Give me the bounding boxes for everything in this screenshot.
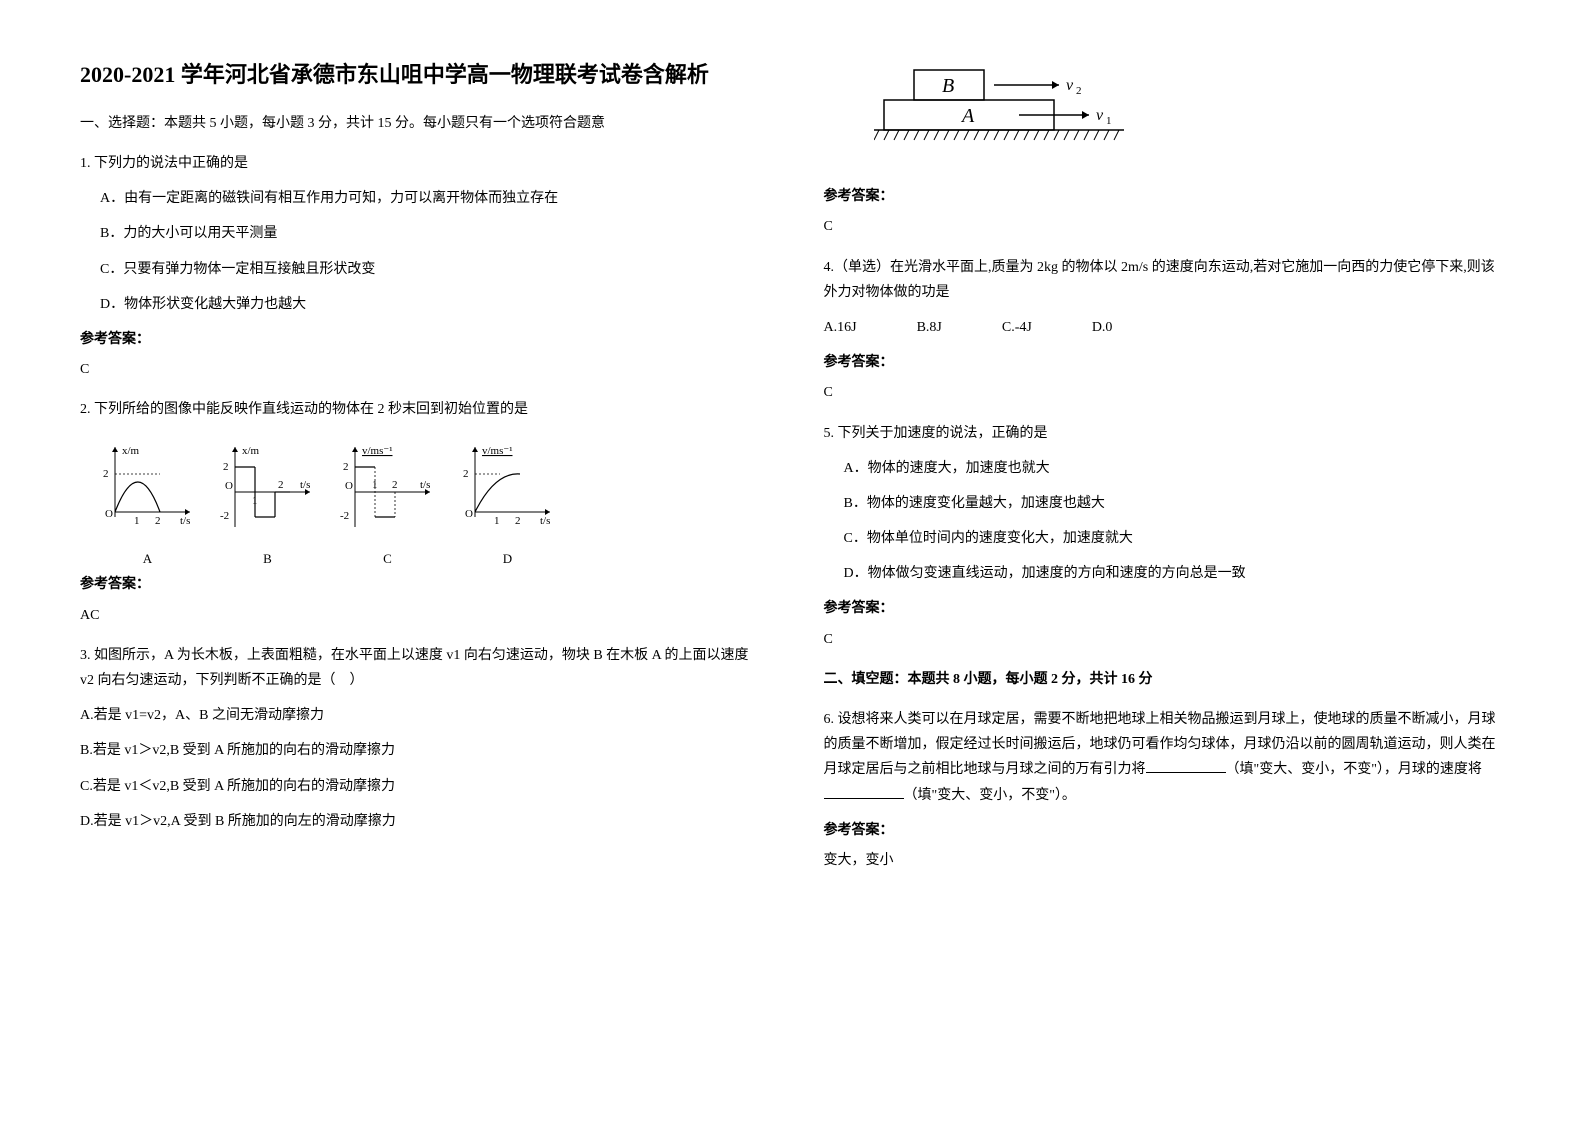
svg-text:v: v: [1096, 107, 1104, 124]
q5-answer-label: 参考答案：: [824, 596, 1508, 621]
q6-answer: 变大，变小: [824, 848, 1508, 873]
q5-option-b: B．物体的速度变化量越大，加速度也越大: [824, 491, 1508, 516]
svg-text:O: O: [465, 508, 473, 520]
svg-text:O: O: [105, 508, 113, 520]
q1-text: 1. 下列力的说法中正确的是: [80, 151, 764, 176]
svg-text:1: 1: [134, 515, 140, 527]
svg-text:2: 2: [103, 468, 109, 480]
q4-options: A.16J B.8J C.-4J D.0: [824, 315, 1508, 340]
svg-text:A: A: [960, 105, 975, 127]
svg-text:B: B: [942, 75, 954, 97]
q4-answer-label: 参考答案：: [824, 350, 1508, 375]
svg-text:t/s: t/s: [540, 515, 550, 527]
q5-option-a: A．物体的速度大，加速度也就大: [824, 456, 1508, 481]
graph-b: x/m t/s O 2 -2 1 2 B: [220, 442, 315, 552]
q3-option-a: A.若是 v1=v2，A、B 之间无滑动摩擦力: [80, 703, 764, 728]
left-column: 2020-2021 学年河北省承德市东山咀中学高一物理联考试卷含解析 一、选择题…: [80, 60, 764, 888]
svg-text:2: 2: [278, 479, 284, 491]
q2-graphs: x/m t/s O 2 1 2 A: [100, 442, 764, 552]
q4-option-b: B.8J: [917, 315, 942, 340]
exam-title: 2020-2021 学年河北省承德市东山咀中学高一物理联考试卷含解析: [80, 60, 764, 91]
svg-text:O: O: [225, 480, 233, 492]
svg-text:2: 2: [343, 461, 349, 473]
svg-text:1: 1: [1106, 115, 1112, 127]
svg-text:2: 2: [1076, 85, 1082, 97]
graph-a-label: A: [100, 547, 195, 570]
q1-option-a: A．由有一定距离的磁铁间有相互作用力可知，力可以离开物体而独立存在: [80, 186, 764, 211]
q5-answer: C: [824, 627, 1508, 652]
q4-text: 4.（单选）在光滑水平面上,质量为 2kg 的物体以 2m/s 的速度向东运动,…: [824, 255, 1508, 305]
q4-option-d: D.0: [1092, 315, 1113, 340]
svg-text:t/s: t/s: [420, 479, 430, 491]
q3-answer-label: 参考答案：: [824, 184, 1508, 209]
q2-answer-label: 参考答案：: [80, 572, 764, 597]
q5-option-d: D．物体做匀变速直线运动，加速度的方向和速度的方向总是一致: [824, 561, 1508, 586]
q1-answer-label: 参考答案：: [80, 327, 764, 352]
q6-text3: （填"变大、变小，不变"）。: [904, 788, 1076, 803]
q6-answer-label: 参考答案：: [824, 818, 1508, 843]
svg-text:2: 2: [392, 479, 398, 491]
question-3: 3. 如图所示，A 为长木板，上表面粗糙，在水平面上以速度 v1 向右匀速运动，…: [80, 643, 764, 834]
graph-c-label: C: [340, 547, 435, 570]
q5-option-c: C．物体单位时间内的速度变化大，加速度就大: [824, 526, 1508, 551]
q3-text: 3. 如图所示，A 为长木板，上表面粗糙，在水平面上以速度 v1 向右匀速运动，…: [80, 643, 764, 693]
q2-answer: AC: [80, 603, 764, 628]
svg-text:2: 2: [155, 515, 161, 527]
svg-text:2: 2: [223, 461, 229, 473]
svg-text:-2: -2: [340, 510, 349, 522]
svg-text:t/s: t/s: [300, 479, 310, 491]
exam-page: 2020-2021 学年河北省承德市东山咀中学高一物理联考试卷含解析 一、选择题…: [80, 60, 1507, 888]
q3-diagram: B v 2 A v 1: [874, 60, 1134, 169]
question-1: 1. 下列力的说法中正确的是 A．由有一定距离的磁铁间有相互作用力可知，力可以离…: [80, 151, 764, 382]
svg-text:v/ms⁻¹: v/ms⁻¹: [362, 445, 393, 457]
q1-option-c: C．只要有弹力物体一定相互接触且形状改变: [80, 257, 764, 282]
q6-text2: （填"变大、变小，不变"），月球的速度将: [1226, 762, 1482, 777]
svg-text:-2: -2: [220, 510, 229, 522]
svg-text:v: v: [1066, 77, 1074, 94]
svg-text:O: O: [345, 480, 353, 492]
svg-text:2: 2: [515, 515, 521, 527]
svg-text:x/m: x/m: [242, 445, 260, 457]
q1-answer: C: [80, 357, 764, 382]
svg-text:v/ms⁻¹: v/ms⁻¹: [482, 445, 513, 457]
section1-header: 一、选择题：本题共 5 小题，每小题 3 分，共计 15 分。每小题只有一个选项…: [80, 111, 764, 136]
q3-option-c: C.若是 v1＜v2,B 受到 A 所施加的向右的滑动摩擦力: [80, 774, 764, 799]
svg-text:x/m: x/m: [122, 445, 140, 457]
question-6: 6. 设想将来人类可以在月球定居，需要不断地把地球上相关物品搬运到月球上，使地球…: [824, 707, 1508, 873]
graph-c: v/ms⁻¹ t/s O 2 -2 1 2 C: [340, 442, 435, 552]
q4-answer: C: [824, 380, 1508, 405]
q3-option-d: D.若是 v1＞v2,A 受到 B 所施加的向左的滑动摩擦力: [80, 809, 764, 834]
q4-option-c: C.-4J: [1002, 315, 1032, 340]
right-column: B v 2 A v 1: [824, 60, 1508, 888]
q1-option-b: B．力的大小可以用天平测量: [80, 221, 764, 246]
q1-option-d: D．物体形状变化越大弹力也越大: [80, 292, 764, 317]
question-4: 4.（单选）在光滑水平面上,质量为 2kg 的物体以 2m/s 的速度向东运动,…: [824, 255, 1508, 406]
graph-b-label: B: [220, 547, 315, 570]
section2-header: 二、填空题：本题共 8 小题，每小题 2 分，共计 16 分: [824, 667, 1508, 692]
q4-option-a: A.16J: [824, 315, 857, 340]
svg-text:2: 2: [463, 468, 469, 480]
question-2: 2. 下列所给的图像中能反映作直线运动的物体在 2 秒末回到初始位置的是 x/m…: [80, 397, 764, 628]
q2-text: 2. 下列所给的图像中能反映作直线运动的物体在 2 秒末回到初始位置的是: [80, 397, 764, 422]
q6-text: 6. 设想将来人类可以在月球定居，需要不断地把地球上相关物品搬运到月球上，使地球…: [824, 707, 1508, 808]
q3-answer: C: [824, 214, 1508, 239]
svg-text:t/s: t/s: [180, 515, 190, 527]
graph-d-label: D: [460, 547, 555, 570]
graph-d: v/ms⁻¹ t/s O 2 1 2 D: [460, 442, 555, 552]
q6-blank2: [824, 785, 904, 799]
q3-option-b: B.若是 v1＞v2,B 受到 A 所施加的向右的滑动摩擦力: [80, 738, 764, 763]
svg-text:1: 1: [494, 515, 500, 527]
q6-blank1: [1146, 759, 1226, 773]
question-5: 5. 下列关于加速度的说法，正确的是 A．物体的速度大，加速度也就大 B．物体的…: [824, 421, 1508, 652]
q5-text: 5. 下列关于加速度的说法，正确的是: [824, 421, 1508, 446]
graph-a: x/m t/s O 2 1 2 A: [100, 442, 195, 552]
